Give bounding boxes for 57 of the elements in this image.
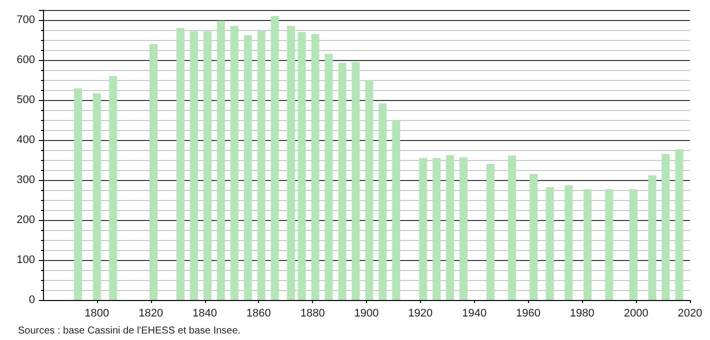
bar: [109, 76, 118, 300]
bar: [270, 16, 279, 300]
bar: [287, 26, 296, 300]
y-tick-label: 0: [28, 294, 35, 306]
x-tick-label: 1860: [246, 308, 271, 320]
bar: [216, 20, 225, 300]
source-note: Sources : base Cassini de l'EHESS et base Insee.: [18, 326, 241, 336]
bar: [419, 158, 428, 300]
y-tick-label: 600: [16, 54, 35, 66]
bar: [648, 175, 656, 300]
bar: [244, 35, 252, 300]
y-tick-label: 500: [16, 94, 35, 106]
bar: [298, 32, 306, 300]
bar: [675, 149, 684, 300]
x-tick-label: 1940: [462, 308, 487, 320]
bar: [432, 158, 441, 300]
bar: [446, 155, 454, 300]
bar: [365, 80, 374, 300]
x-tick-label: 2000: [624, 308, 648, 320]
bar: [460, 157, 468, 300]
x-tick-label: 1900: [354, 308, 379, 320]
x-tick-label: 1920: [408, 308, 433, 320]
y-tick-label: 700: [16, 14, 35, 26]
x-tick-label: 1980: [570, 308, 594, 320]
bar: [311, 34, 320, 300]
x-tick-label: 1960: [516, 308, 540, 320]
y-tick-label: 400: [16, 134, 35, 146]
y-tick-label: 300: [16, 174, 35, 186]
bar: [190, 31, 198, 300]
bar: [629, 189, 638, 300]
y-tick-label: 200: [16, 214, 35, 226]
bar: [92, 93, 101, 300]
bar: [150, 44, 158, 300]
x-tick-label: 1880: [300, 308, 325, 320]
bar: [324, 54, 333, 300]
y-tick-label: 100: [16, 254, 35, 266]
bar: [352, 62, 360, 300]
bar: [508, 156, 516, 300]
bar: [392, 120, 400, 300]
bar: [605, 189, 614, 300]
bar: [203, 31, 212, 300]
x-tick-label: 1820: [138, 308, 164, 320]
x-tick-label: 1800: [84, 308, 110, 320]
bar: [74, 88, 82, 300]
x-tick-label: 1840: [192, 308, 217, 320]
bar: [564, 185, 573, 300]
bar: [584, 189, 592, 300]
bar: [662, 154, 670, 300]
bar: [257, 30, 266, 300]
bar: [378, 103, 387, 300]
bar: [546, 187, 554, 300]
bar: [486, 164, 495, 300]
x-tick-label: 2020: [678, 308, 702, 320]
bar: [230, 26, 238, 300]
bar: [176, 28, 184, 300]
bar: [338, 62, 346, 300]
bar: [530, 174, 538, 300]
